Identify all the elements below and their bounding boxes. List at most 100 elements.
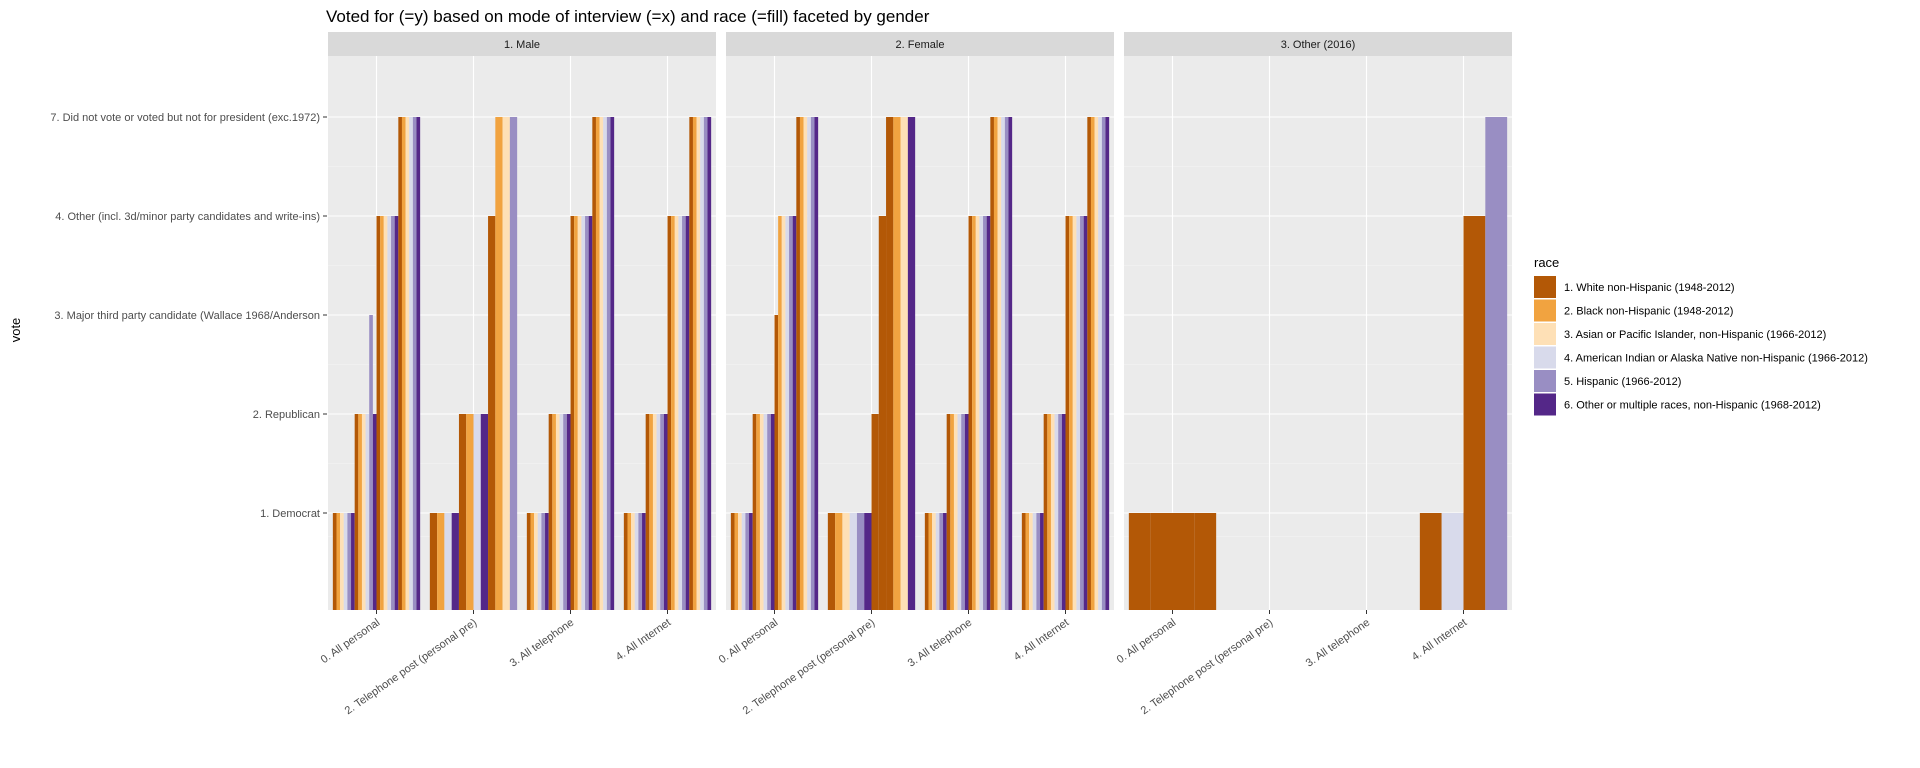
bar bbox=[592, 117, 596, 610]
bar bbox=[1069, 216, 1073, 610]
bar bbox=[1043, 414, 1048, 610]
bar bbox=[781, 216, 786, 610]
bar bbox=[946, 414, 951, 610]
bar bbox=[559, 414, 564, 610]
bar bbox=[444, 513, 452, 610]
bar bbox=[387, 216, 392, 610]
bar bbox=[835, 513, 843, 610]
bar bbox=[336, 513, 341, 610]
bar bbox=[667, 216, 672, 610]
bar bbox=[394, 216, 399, 610]
bar bbox=[1101, 117, 1106, 610]
bar bbox=[376, 216, 381, 610]
bar bbox=[548, 414, 553, 610]
bar bbox=[972, 216, 976, 610]
bar bbox=[488, 216, 496, 610]
facet-strip bbox=[1124, 32, 1512, 56]
bar bbox=[437, 513, 445, 610]
bar bbox=[770, 414, 775, 610]
bar bbox=[1098, 117, 1102, 610]
bar bbox=[570, 216, 575, 610]
bar bbox=[907, 117, 916, 610]
bar bbox=[785, 216, 790, 610]
bar bbox=[685, 216, 690, 610]
bar bbox=[603, 117, 607, 610]
bar bbox=[730, 513, 735, 610]
bar bbox=[1001, 117, 1005, 610]
bar bbox=[610, 117, 615, 610]
y-axis-labels: 1. Democrat 2. Republican 3. Major third p… bbox=[50, 112, 327, 520]
legend-label: 2. Black non-Hispanic (1948-2012) bbox=[1564, 306, 1733, 318]
bar bbox=[1025, 513, 1030, 610]
bar bbox=[935, 513, 940, 610]
bar bbox=[1087, 117, 1091, 610]
bar bbox=[1172, 513, 1195, 610]
bar bbox=[871, 414, 879, 610]
bar bbox=[1072, 216, 1077, 610]
x-tick-label: 0. All personal bbox=[1115, 617, 1178, 666]
x-tick-label: 3. All telephone bbox=[906, 617, 975, 670]
bar bbox=[1004, 117, 1009, 610]
bar bbox=[530, 513, 535, 610]
bar bbox=[606, 117, 611, 610]
bar bbox=[993, 117, 998, 610]
bar bbox=[707, 117, 712, 610]
bar bbox=[451, 513, 459, 610]
y-tick-label: 1. Democrat bbox=[260, 508, 320, 520]
bar bbox=[361, 414, 366, 610]
bar bbox=[738, 513, 742, 610]
bar bbox=[807, 117, 811, 610]
bar bbox=[939, 513, 944, 610]
bar bbox=[656, 414, 661, 610]
bar bbox=[642, 513, 646, 610]
bar bbox=[703, 117, 708, 610]
bar bbox=[986, 216, 991, 610]
bar bbox=[638, 513, 643, 610]
bar bbox=[827, 513, 836, 610]
bar bbox=[645, 414, 650, 610]
legend-title: race bbox=[1534, 255, 1559, 270]
bar bbox=[1080, 216, 1084, 610]
bar bbox=[458, 414, 467, 610]
bar bbox=[1021, 513, 1026, 610]
bar bbox=[480, 414, 489, 610]
y-tick-label: 7. Did not vote or voted but not for pre… bbox=[50, 112, 320, 124]
bar bbox=[1032, 513, 1037, 610]
bar bbox=[745, 513, 750, 610]
bar bbox=[1047, 414, 1051, 610]
bar bbox=[849, 513, 857, 610]
bar bbox=[537, 513, 542, 610]
x-tick-label: 4. All Internet bbox=[614, 617, 673, 664]
bar bbox=[585, 216, 589, 610]
bar bbox=[574, 216, 578, 610]
bar bbox=[856, 513, 865, 610]
bar bbox=[799, 117, 804, 610]
bar bbox=[878, 216, 887, 610]
legend: race 1. White non-Hispanic (1948-2012) 2. … bbox=[1534, 255, 1868, 416]
bar bbox=[741, 513, 746, 610]
bar bbox=[545, 513, 549, 610]
bar bbox=[1150, 513, 1173, 610]
bar bbox=[674, 216, 679, 610]
x-tick-label: 0. All personal bbox=[717, 617, 780, 666]
legend-label: 3. Asian or Pacific Islander, non-Hispan… bbox=[1564, 329, 1826, 341]
bar bbox=[682, 216, 686, 610]
bar bbox=[953, 414, 958, 610]
facet-strip-label: 2. Female bbox=[896, 39, 945, 51]
bar bbox=[810, 117, 815, 610]
bar bbox=[649, 414, 653, 610]
bar bbox=[495, 117, 503, 610]
bar bbox=[943, 513, 947, 610]
bar bbox=[1054, 414, 1059, 610]
legend-key bbox=[1534, 276, 1556, 298]
bar bbox=[886, 117, 894, 610]
legend-label: 6. Other or multiple races, non-Hispanic… bbox=[1564, 400, 1821, 412]
bar bbox=[1076, 216, 1081, 610]
bar bbox=[398, 117, 402, 610]
bar bbox=[1485, 117, 1508, 610]
bar bbox=[767, 414, 771, 610]
bar bbox=[814, 117, 819, 610]
bar bbox=[789, 216, 793, 610]
